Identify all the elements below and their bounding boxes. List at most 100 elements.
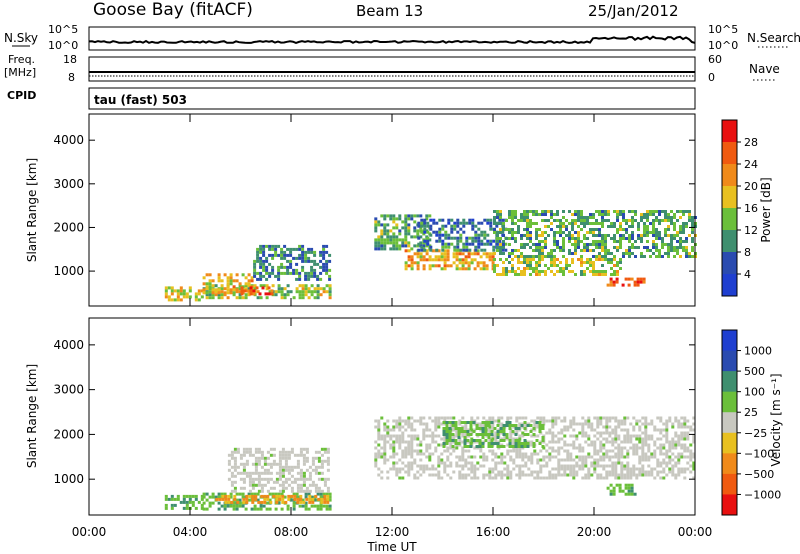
- cell-power-data-589: [428, 258, 432, 262]
- cell-vel-data-926: [482, 455, 486, 459]
- cell-vel-data-332: [257, 447, 261, 451]
- cell-power-data-715: [435, 230, 439, 234]
- cell-vel-data-1827: [478, 445, 482, 448]
- cell-power-data-927: [547, 267, 550, 270]
- cell-power-data-1035: [502, 225, 505, 228]
- cell-power-data-480: [395, 247, 399, 251]
- cell-vel-data-147: [301, 498, 305, 502]
- cell-power-data-884: [511, 267, 514, 270]
- cell-power-data-1133: [535, 243, 538, 246]
- cell-power-data-1020: [496, 240, 499, 243]
- cell-vel-data-1905: [526, 442, 530, 445]
- cell-power-data-896: [523, 261, 526, 264]
- cell-vel-data-228: [287, 494, 291, 498]
- cell-vel-data-480: [308, 483, 312, 487]
- cell-vel-data-1574: [644, 455, 648, 459]
- cell-vel-data-81: [238, 501, 242, 505]
- cell-power-data-1555: [679, 210, 682, 213]
- cell-vel-data-12: [176, 497, 180, 501]
- cell-vel-data-1927: [609, 489, 613, 493]
- cell-power-data-1508: [664, 213, 667, 216]
- cell-power-data-379: [313, 253, 317, 257]
- cell-power-data-770: [459, 239, 463, 243]
- cell-vel-data-1622: [659, 446, 663, 450]
- cell-power-data-1458: [646, 240, 649, 243]
- cell-power-data-1186: [553, 243, 556, 246]
- cell-vel-data-1259: [572, 416, 576, 420]
- cell-vel-data-1413: [608, 458, 612, 462]
- cell-power-data-470: [392, 241, 396, 245]
- cell-power-data-1610: [609, 280, 613, 284]
- cell-vel-data-1606: [653, 476, 657, 480]
- cell-power-data-719: [438, 218, 442, 222]
- cell-power-data-279: [265, 271, 269, 275]
- cell-power-data-640: [464, 255, 468, 259]
- cell-vel-data-401: [281, 468, 285, 472]
- cell-power-data-934: [553, 264, 556, 267]
- cell-vel-data-1382: [602, 443, 606, 447]
- cell-power-data-868: [496, 264, 499, 267]
- cell-vel-data-823: [455, 431, 459, 435]
- cell-power-data-755: [453, 245, 457, 249]
- cell-vel-data-776: [443, 416, 447, 420]
- cell-vel-data-1034: [509, 470, 513, 474]
- cell-power-data-937: [556, 264, 559, 267]
- cell-vel-data-1518: [632, 449, 636, 453]
- cell-vel-data-1094: [524, 452, 528, 456]
- cell-power-data-915: [535, 270, 538, 273]
- cell-power-data-924: [544, 264, 547, 267]
- cell-power-data-960: [580, 273, 583, 276]
- cell-vel-data-72: [232, 504, 236, 508]
- cell-power-data-1462: [649, 213, 652, 216]
- cell-power-data-722: [438, 233, 442, 237]
- cell-vel-data-733: [428, 467, 432, 471]
- cell-vel-data-1295: [581, 431, 585, 435]
- cell-vel-data-170: [319, 504, 323, 508]
- cell-vel-data-1893: [517, 445, 521, 448]
- cell-power-data-42: [205, 296, 209, 300]
- cell-power-data-835: [492, 239, 496, 243]
- cell-vel-data-1334: [590, 455, 594, 459]
- cell-power-data-917: [538, 258, 541, 261]
- cell-vel-data-676: [413, 419, 417, 423]
- cell-vel-data-443: [296, 477, 300, 481]
- cell-power-data-1374: [619, 210, 622, 213]
- cell-vel-data-1401: [605, 464, 609, 468]
- cell-vel-data-783: [443, 449, 447, 453]
- cell-vel-data-1145: [539, 467, 543, 471]
- cell-vel-data-975: [494, 467, 498, 471]
- cell-power-data-1365: [616, 210, 619, 213]
- cell-power-data-1513: [664, 234, 667, 237]
- cell-vel-data-467: [302, 489, 306, 493]
- cell-vel-data-1459: [617, 473, 621, 477]
- cell-vel-data-690: [416, 452, 420, 456]
- cell-vel-data-521: [326, 459, 330, 463]
- cell-vel-data-1084: [521, 455, 525, 459]
- cell-power-data-602: [437, 264, 441, 268]
- cell-power-data-53: [214, 290, 218, 294]
- cell-power-data-1119: [529, 255, 532, 258]
- cell-power-data-932: [553, 258, 556, 261]
- cell-power-data-1026: [499, 222, 502, 225]
- cell-power-data-1073: [514, 255, 517, 258]
- cell-power-data-791: [471, 221, 475, 225]
- cell-power-data-977: [595, 270, 598, 273]
- cell-vel-data-1789: [454, 442, 458, 445]
- cell-vel-data-1688: [674, 476, 678, 480]
- cell-power-data-797: [474, 224, 478, 228]
- cell-power-data-442: [383, 226, 387, 230]
- cell-vel-data-1683: [674, 446, 678, 450]
- cell-power-data-1055: [511, 213, 514, 216]
- cell-power-data-1334: [601, 255, 604, 258]
- cell-vel-data-373: [269, 486, 273, 490]
- cell-vel-data-1040: [512, 440, 516, 444]
- cell-power-data-1104: [526, 228, 529, 231]
- cell-vel-data-1348: [593, 464, 597, 468]
- cell-power-data-672: [488, 252, 492, 256]
- cell-power-data-525: [416, 232, 420, 236]
- cell-vel-data-197: [236, 500, 240, 504]
- cell-power-data-866: [493, 267, 496, 270]
- cell-vel-data-29: [194, 494, 198, 498]
- cell-power-data-1507: [664, 210, 667, 213]
- cell-vel-data-506: [320, 459, 324, 463]
